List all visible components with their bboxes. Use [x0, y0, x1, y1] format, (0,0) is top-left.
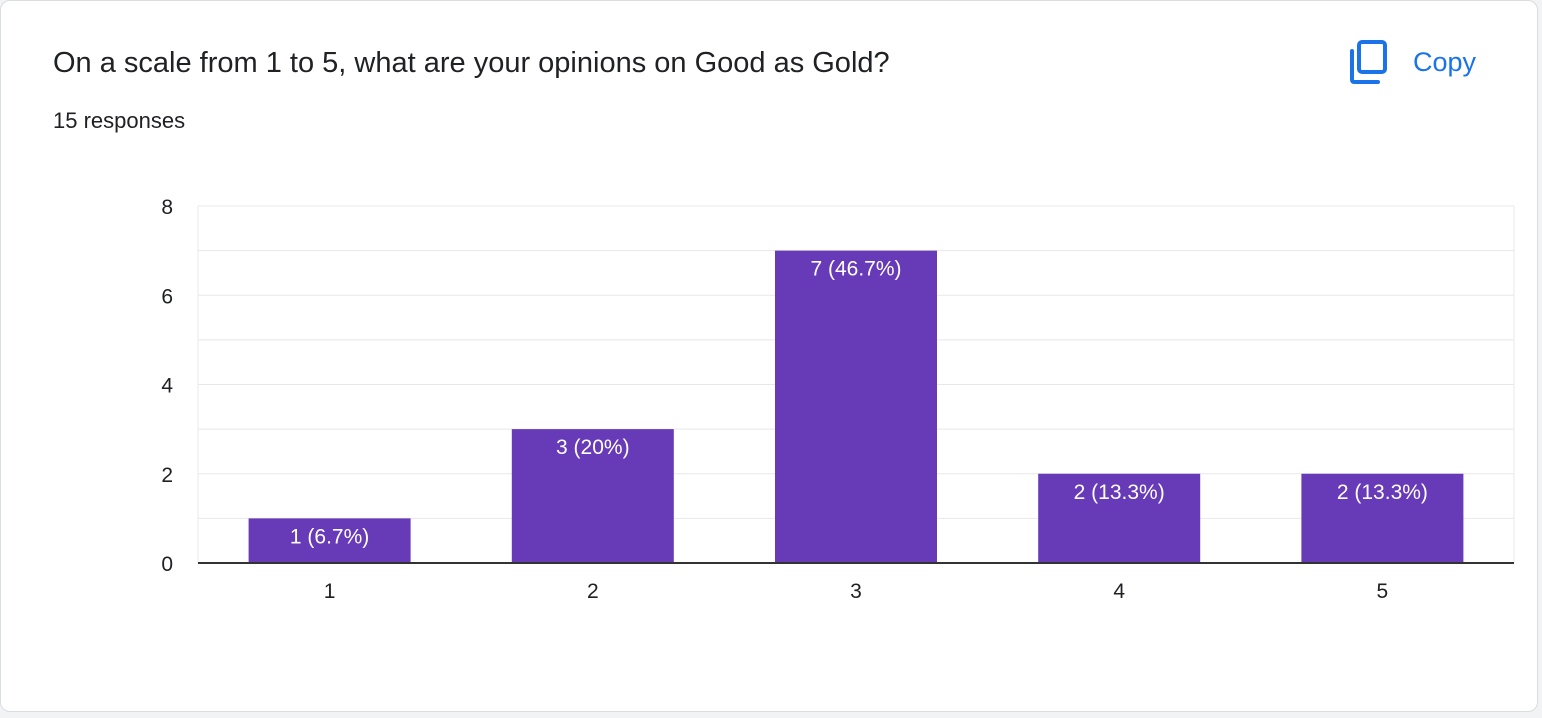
- bar-2: [511, 429, 674, 563]
- bar-3: [775, 250, 937, 563]
- x-tick-label: 1: [324, 580, 336, 603]
- question-title: On a scale from 1 to 5, what are your op…: [53, 47, 890, 79]
- data-label: 7 (46.7%): [810, 258, 901, 281]
- bars: [248, 250, 1464, 563]
- y-tick-label: 6: [161, 285, 173, 308]
- y-axis-ticks: 0 2 4 6 8: [161, 196, 173, 576]
- y-tick-label: 4: [161, 375, 173, 398]
- x-axis-ticks: 1 2 3 4 5: [324, 580, 1388, 603]
- response-count: 15 responses: [53, 108, 186, 133]
- copy-icon: [1350, 40, 1387, 84]
- copy-button[interactable]: Copy: [1347, 37, 1497, 87]
- data-label: 2 (13.3%): [1337, 481, 1428, 504]
- data-label: 1 (6.7%): [290, 525, 369, 548]
- y-tick-label: 2: [161, 464, 173, 487]
- y-tick-label: 8: [161, 196, 173, 219]
- y-tick-label: 0: [161, 553, 173, 576]
- x-tick-label: 2: [587, 580, 599, 603]
- data-label: 3 (20%): [556, 436, 630, 459]
- bar-5: [1301, 473, 1464, 563]
- data-label: 2 (13.3%): [1074, 481, 1165, 504]
- bar-1: [248, 518, 411, 563]
- x-tick-label: 5: [1377, 580, 1389, 603]
- x-tick-label: 4: [1113, 580, 1125, 603]
- bar-4: [1038, 473, 1201, 563]
- x-tick-label: 3: [850, 580, 862, 603]
- copy-label: Copy: [1413, 46, 1477, 77]
- data-labels: 1 (6.7%) 3 (20%) 7 (46.7%) 2 (13.3%) 2 (13.3…: [290, 258, 1428, 549]
